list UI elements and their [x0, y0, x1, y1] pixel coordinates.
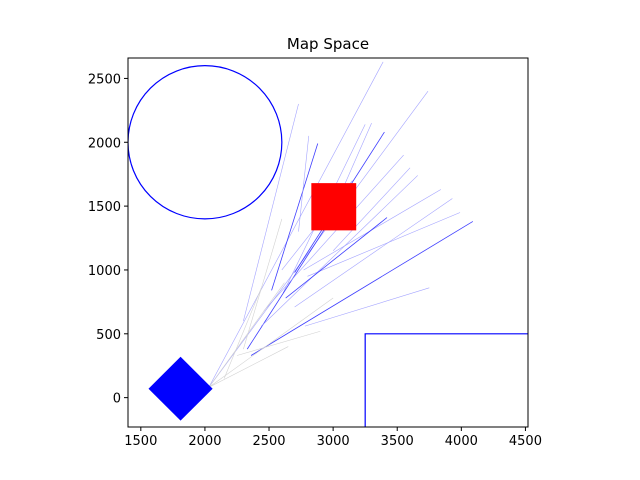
y-tick-label-0: 0: [113, 392, 121, 407]
ray-19: [236, 330, 321, 356]
robot-diamond: [148, 356, 213, 421]
y-axis: 0 500 1000 1500 2000 2500: [88, 72, 128, 407]
ray-8: [261, 175, 418, 327]
ray-2: [243, 103, 299, 322]
ray-13: [304, 287, 430, 327]
x-tick-label-3500: 3500: [381, 434, 414, 449]
x-axis: 1500 2000 2500 3000 3500 4000 4500: [124, 427, 542, 449]
ray-17: [208, 346, 289, 388]
ray-14: [285, 217, 388, 299]
chart-title: Map Space: [287, 35, 369, 53]
ray-9: [250, 221, 474, 356]
x-tick-label-2000: 2000: [188, 434, 221, 449]
ray-7: [263, 154, 404, 312]
circle-obstacle: [128, 65, 283, 220]
x-tick-label-3000: 3000: [317, 434, 350, 449]
ray-23: [332, 167, 411, 252]
corner-obstacle: [364, 333, 528, 427]
ray-0: [208, 61, 384, 388]
x-tick-label-2500: 2500: [252, 434, 285, 449]
ray-20: [223, 287, 262, 379]
ray-21: [298, 135, 310, 232]
goal-square: [311, 183, 357, 231]
ray-3: [271, 143, 319, 291]
plot-area: [128, 61, 528, 427]
ray-18: [243, 218, 283, 350]
ray-11: [294, 198, 453, 308]
ray-6: [246, 213, 335, 350]
ray-16: [208, 297, 334, 388]
ray-12: [307, 212, 461, 277]
x-tick-label-1500: 1500: [124, 434, 157, 449]
ray-15: [208, 282, 285, 388]
y-tick-label-1500: 1500: [88, 200, 121, 215]
y-tick-label-2500: 2500: [88, 72, 121, 87]
x-tick-label-4500: 4500: [509, 434, 542, 449]
y-tick-label-2000: 2000: [88, 136, 121, 151]
y-tick-label-1000: 1000: [88, 264, 121, 279]
y-tick-label-500: 500: [96, 328, 121, 343]
plot-frame: [127, 57, 529, 428]
x-tick-label-4000: 4000: [445, 434, 478, 449]
